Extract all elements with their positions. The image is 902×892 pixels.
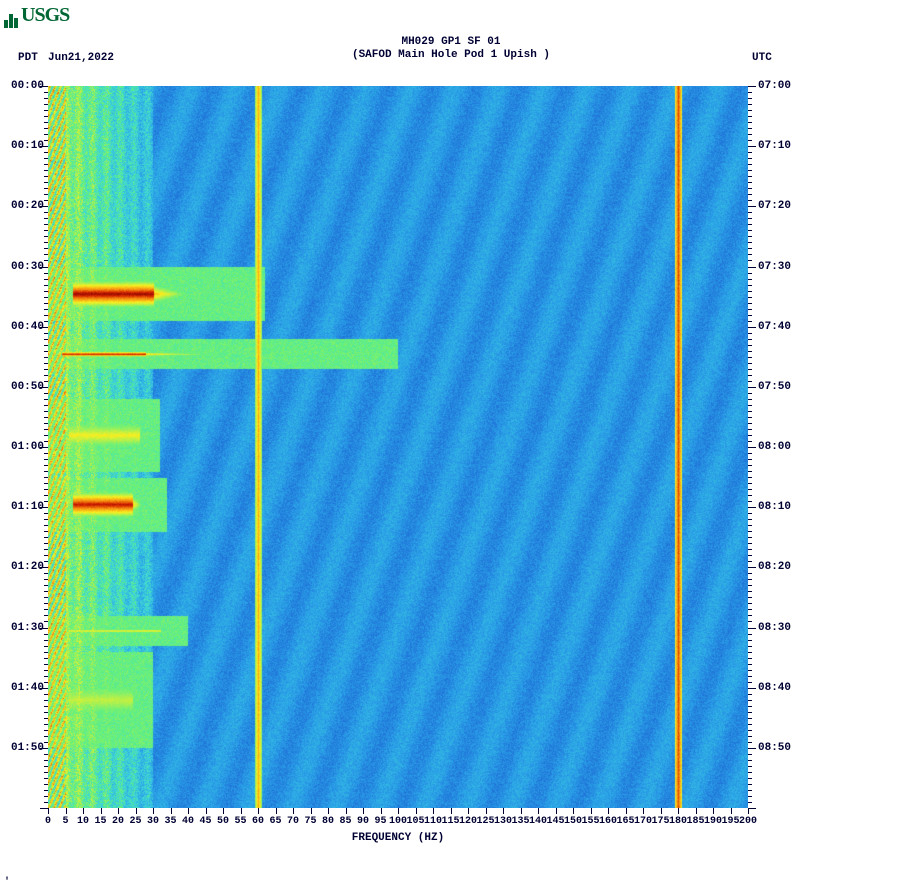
y-right-tick: 07:20 — [758, 200, 798, 212]
footer-mark: ' — [4, 877, 10, 888]
x-tick: 65 — [269, 816, 281, 827]
x-tick: 35 — [164, 816, 176, 827]
y-left-tick: 01:50 — [4, 742, 44, 754]
y-left-tick: 01:00 — [4, 441, 44, 453]
logo-bars — [4, 5, 19, 28]
x-tick: 165 — [616, 816, 634, 827]
y-left-tick: 00:10 — [4, 140, 44, 152]
x-tick: 60 — [252, 816, 264, 827]
x-tick: 30 — [147, 816, 159, 827]
timezone-left: PDT — [18, 52, 38, 64]
x-tick: 15 — [94, 816, 106, 827]
x-tick: 50 — [217, 816, 229, 827]
x-tick: 100 — [389, 816, 407, 827]
x-tick: 190 — [704, 816, 722, 827]
usgs-logo: USGS — [4, 4, 69, 28]
x-tick: 70 — [287, 816, 299, 827]
y-right-tick: 07:40 — [758, 321, 798, 333]
y-left-tick: 00:40 — [4, 321, 44, 333]
x-tick: 155 — [581, 816, 599, 827]
y-right-tick: 07:30 — [758, 261, 798, 273]
y-left-tick: 01:20 — [4, 561, 44, 573]
y-left-tick: 01:30 — [4, 622, 44, 634]
x-axis-label: FREQUENCY (HZ) — [48, 832, 748, 844]
x-tick: 80 — [322, 816, 334, 827]
x-tick: 120 — [459, 816, 477, 827]
y-right-tick: 08:00 — [758, 441, 798, 453]
x-tick: 175 — [651, 816, 669, 827]
x-tick: 55 — [234, 816, 246, 827]
x-tick: 40 — [182, 816, 194, 827]
x-tick: 5 — [62, 816, 68, 827]
x-tick: 150 — [564, 816, 582, 827]
y-right-tick: 08:30 — [758, 622, 798, 634]
y-left-tick: 00:00 — [4, 80, 44, 92]
spectrogram-canvas — [48, 86, 748, 808]
x-tick: 200 — [739, 816, 757, 827]
logo-text: USGS — [21, 4, 69, 26]
x-tick: 110 — [424, 816, 442, 827]
x-tick: 10 — [77, 816, 89, 827]
x-tick: 115 — [441, 816, 459, 827]
x-tick: 25 — [129, 816, 141, 827]
y-right-tick: 07:00 — [758, 80, 798, 92]
y-right-tick: 08:50 — [758, 742, 798, 754]
y-right-tick: 08:40 — [758, 682, 798, 694]
x-tick: 160 — [599, 816, 617, 827]
header-date: Jun21,2022 — [48, 52, 114, 64]
x-tick: 75 — [304, 816, 316, 827]
x-tick: 125 — [476, 816, 494, 827]
x-tick: 180 — [669, 816, 687, 827]
x-tick: 95 — [374, 816, 386, 827]
y-right-tick: 08:20 — [758, 561, 798, 573]
x-tick: 105 — [406, 816, 424, 827]
x-tick: 135 — [511, 816, 529, 827]
x-tick: 140 — [529, 816, 547, 827]
x-tick: 0 — [45, 816, 51, 827]
spectrogram-plot — [48, 86, 748, 808]
y-left-tick: 00:50 — [4, 381, 44, 393]
x-tick: 170 — [634, 816, 652, 827]
x-tick: 20 — [112, 816, 124, 827]
y-left-tick: 00:30 — [4, 261, 44, 273]
y-right-tick: 07:10 — [758, 140, 798, 152]
y-right-tick: 08:10 — [758, 501, 798, 513]
timezone-right: UTC — [752, 52, 772, 64]
x-tick: 185 — [686, 816, 704, 827]
x-tick: 85 — [339, 816, 351, 827]
y-right-tick: 07:50 — [758, 381, 798, 393]
x-tick: 90 — [357, 816, 369, 827]
x-tick: 130 — [494, 816, 512, 827]
y-left-tick: 00:20 — [4, 200, 44, 212]
x-tick: 45 — [199, 816, 211, 827]
y-left-tick: 01:40 — [4, 682, 44, 694]
x-tick: 195 — [721, 816, 739, 827]
y-left-tick: 01:10 — [4, 501, 44, 513]
title-line1: MH029 GP1 SF 01 — [0, 36, 902, 49]
x-tick: 145 — [546, 816, 564, 827]
